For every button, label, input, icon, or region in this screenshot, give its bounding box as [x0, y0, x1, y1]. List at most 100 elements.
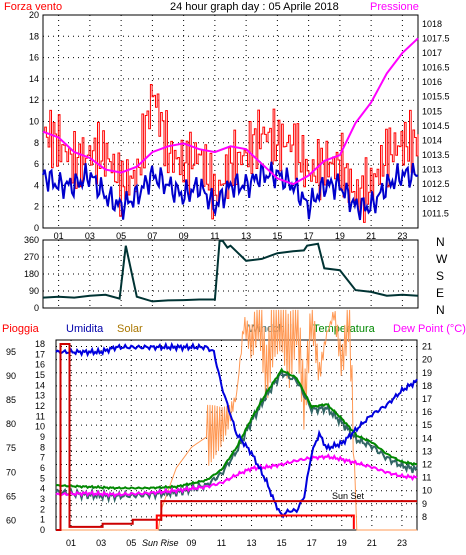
pressure-label: Pressione — [370, 1, 419, 13]
hour-tick-label: 23 — [397, 538, 407, 548]
humidity-tick-label: 75 — [6, 443, 16, 453]
pressure-tick-label: 1017.5 — [422, 33, 450, 43]
rain-tick-label: 16 — [35, 360, 45, 370]
humidity-tick-label: 65 — [6, 491, 16, 501]
rain-tick-label: 2 — [40, 504, 45, 514]
rain-tick-label: 14 — [35, 380, 45, 390]
wind-direction-series — [42, 239, 419, 303]
pressure-tick-label: 1012 — [422, 194, 442, 204]
wind-tick-label: 10 — [29, 117, 39, 127]
temperature-tick-label: 12 — [422, 459, 432, 469]
wind-tick-label: 0 — [34, 223, 39, 233]
humidity-tick-label: 60 — [6, 515, 16, 525]
rain-tick-label: 11 — [36, 411, 45, 421]
direction-tick-label: 180 — [24, 269, 39, 279]
hour-tick-label: 01 — [54, 231, 64, 241]
compass-label: S — [436, 269, 444, 283]
wind-tick-label: 6 — [34, 159, 39, 169]
pressure-tick-label: 1012.5 — [422, 179, 450, 189]
pressure-tick-label: 1016 — [422, 77, 442, 87]
compass-label: N — [436, 303, 445, 317]
hour-tick-label: 17 — [307, 538, 317, 548]
hour-tick-label: 19 — [337, 538, 347, 548]
pressure-tick-label: 1013.5 — [422, 150, 450, 160]
pressure-tick-label: 1018 — [422, 19, 442, 29]
wind-tick-label: 12 — [29, 95, 39, 105]
hour-tick-label: 21 — [366, 231, 376, 241]
hour-tick-label: 23 — [397, 231, 407, 241]
rain-tick-label: 5 — [40, 473, 45, 483]
wind-average-series — [42, 160, 419, 221]
temperature-tick-label: 17 — [422, 394, 432, 404]
hour-tick-label: 13 — [247, 538, 257, 548]
rain-series — [56, 343, 417, 531]
rain-tick-label: 0 — [40, 525, 45, 535]
humidity-tick-label: 70 — [6, 467, 16, 477]
hour-tick-label: 11 — [217, 538, 226, 548]
wind-plot-grid — [43, 14, 418, 229]
wind-tick-label: 8 — [34, 138, 39, 148]
hour-tick-label: 03 — [96, 538, 106, 548]
temperature-tick-label: 8 — [422, 512, 427, 522]
wind-hour-axis: 01 03 05 07 09 11 13 15 17 19 21 23 — [54, 231, 408, 241]
humidity-tick-label: 80 — [6, 419, 16, 429]
wind-tick-label: 4 — [34, 180, 39, 190]
wind-tick-label: 16 — [29, 53, 39, 63]
sunrise-label: Sun Rise — [142, 538, 179, 548]
rain-tick-label: 10 — [35, 422, 45, 432]
rain-tick-label: 17 — [35, 349, 45, 359]
wind-pressure-panel: Forza vento 24 hour graph day : 05 April… — [4, 1, 450, 241]
temperature-tick-label: 20 — [422, 355, 432, 365]
hour-tick-label: 01 — [66, 538, 76, 548]
humidity-tick-label: 90 — [6, 371, 16, 381]
direction-tick-label: 0 — [34, 303, 39, 313]
hour-tick-label: 05 — [116, 231, 126, 241]
dewpoint-series — [55, 453, 418, 498]
wind-tick-label: 18 — [29, 31, 39, 41]
rain-tick-label: 9 — [40, 432, 45, 442]
wind-plot-frame — [42, 14, 419, 229]
rain-tick-label: 8 — [40, 442, 45, 452]
compass-label: W — [436, 252, 448, 266]
humidity-label: Umidita — [66, 323, 104, 335]
wind-tick-label: 14 — [29, 74, 39, 84]
rain-tick-label: 1 — [40, 515, 45, 525]
solar-label: Solar — [117, 323, 143, 335]
wind-speed-axis: 0 2 4 6 8 10 12 14 16 18 20 — [29, 10, 39, 233]
rain-tick-label: 3 — [40, 494, 45, 504]
hour-tick-label: 09 — [179, 231, 189, 241]
pressure-axis: 1011.5 1012 1012.5 1013 1013.5 1014 1014.5 1015… — [422, 19, 450, 219]
direction-tick-label: 270 — [24, 252, 39, 262]
rain-tick-label: 15 — [35, 370, 45, 380]
temperature-tick-label: 15 — [422, 420, 432, 430]
temperature-series — [55, 367, 418, 491]
humidity-series — [55, 341, 418, 519]
hour-tick-label: 03 — [85, 231, 95, 241]
rain-tick-label: 6 — [40, 463, 45, 473]
wind-tick-label: 20 — [29, 10, 39, 20]
humidity-axis: 60 65 70 75 80 85 90 95 — [6, 347, 16, 525]
rain-tick-label: 7 — [40, 453, 45, 463]
pressure-series — [42, 37, 419, 186]
hour-tick-label: 21 — [367, 538, 377, 548]
direction-tick-label: 90 — [29, 286, 39, 296]
chart-title: 24 hour graph day : 05 Aprile 2018 — [170, 1, 339, 13]
rain-tick-label: 13 — [35, 391, 45, 401]
pressure-tick-label: 1015.5 — [422, 92, 450, 102]
temperature-tick-label: 10 — [422, 486, 432, 496]
temperature-tick-label: 9 — [422, 499, 427, 509]
direction-tick-label: 360 — [24, 235, 39, 245]
temperature-tick-label: 21 — [422, 342, 432, 352]
pressure-tick-label: 1015 — [422, 106, 442, 116]
humidity-tick-label: 95 — [6, 347, 16, 357]
pressure-tick-label: 1011.5 — [422, 208, 449, 218]
hour-tick-label: 17 — [304, 231, 314, 241]
temperature-axis: 8 9 10 11 12 13 14 15 16 17 18 19 20 21 — [422, 342, 432, 522]
temperature-tick-label: 19 — [422, 368, 432, 378]
hour-tick-label: 19 — [335, 231, 345, 241]
rain-tick-label: 18 — [35, 339, 45, 349]
direction-plot-frame — [42, 239, 419, 309]
